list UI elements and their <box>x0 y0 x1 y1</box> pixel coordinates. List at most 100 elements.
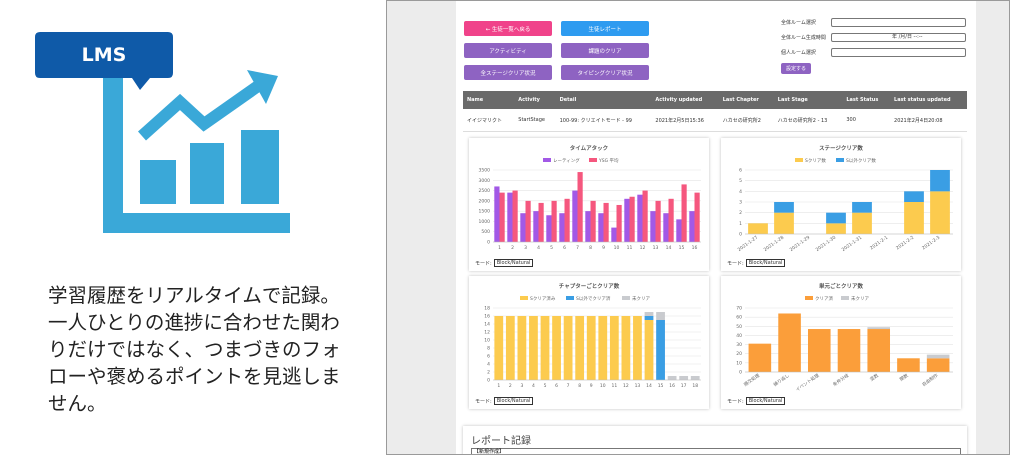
mode-dropdown[interactable]: Block/Natural <box>745 259 786 267</box>
y-tick-label: 0 <box>739 370 742 376</box>
bar <box>676 219 682 242</box>
y-tick-label: 500 <box>481 229 490 235</box>
table-cell: 2021年2月5日15:36 <box>651 109 719 132</box>
bar <box>533 211 539 242</box>
table-cell: ハカセの研究所2 <box>718 109 774 132</box>
mode-dropdown[interactable]: Block/Natural <box>493 397 534 405</box>
y-tick-label: 18 <box>484 306 490 312</box>
y-tick-label: 0 <box>487 240 490 246</box>
icon-bar <box>140 160 176 204</box>
bar <box>603 202 609 242</box>
x-tick-label: 4 <box>537 245 540 251</box>
form-input[interactable]: 年 /月/日 --:-- <box>831 33 966 42</box>
bar-segment <box>926 354 950 359</box>
nav-button[interactable]: アクティビティ <box>464 43 552 58</box>
badge-text: LMS <box>82 44 127 66</box>
bar <box>577 172 583 242</box>
bar <box>629 196 635 242</box>
x-tick-label: 自由制作 <box>921 372 940 388</box>
table-row: イイジマリクト StartStage 100-99: クリエイトモード - 99 20… <box>463 109 967 132</box>
table-cell: イイジマリクト <box>463 109 515 132</box>
form-input[interactable] <box>831 48 966 57</box>
x-tick-label: 2021-1-28 <box>763 235 786 253</box>
bar <box>616 204 622 242</box>
y-tick-label: 10 <box>484 338 490 344</box>
x-tick-label: 16 <box>692 245 698 251</box>
mode-label: モード: <box>727 260 744 267</box>
nav-button[interactable]: 生徒レポート <box>561 21 649 36</box>
chart-card: チャプターごとクリア数 Sクリア済み S以外でクリア済 未クリア 0 2 4 6 8 10 12 14… <box>469 276 709 409</box>
legend-swatch <box>589 158 597 162</box>
bar <box>598 213 604 242</box>
form-input[interactable] <box>831 18 966 27</box>
table-header: Name <box>463 91 515 109</box>
axis-horizontal <box>103 213 290 233</box>
bar <box>499 192 505 242</box>
y-tick-label: 6 <box>487 354 490 360</box>
screenshot: ← 生徒一覧へ戻る 生徒レポート アクティビティ 課題のクリア 全ステージクリア状況 タイ… <box>386 0 1010 455</box>
y-tick-label: 2000 <box>479 198 491 204</box>
table-cell: StartStage <box>514 109 556 132</box>
y-tick-label: 3000 <box>479 178 491 184</box>
mode-select: モード: Block/Natural <box>727 397 786 405</box>
form-label: 全体ルーム生成時間 <box>781 35 826 41</box>
y-tick-label: 14 <box>484 322 490 328</box>
y-tick-label: 0 <box>739 232 742 238</box>
x-tick-label: 8 <box>589 245 592 251</box>
x-tick-label: 13 <box>653 245 659 251</box>
bar <box>694 192 700 242</box>
nav-button[interactable]: ← 生徒一覧へ戻る <box>464 21 552 36</box>
bar-segment <box>621 316 631 380</box>
legend-label: S以外クリア数 <box>846 157 876 164</box>
bar-segment <box>517 316 527 380</box>
bar-segment <box>904 191 924 202</box>
bar <box>611 227 617 242</box>
y-tick-label: 12 <box>484 330 490 336</box>
x-tick-label: 12 <box>640 245 646 251</box>
x-tick-label: 17 <box>681 383 687 389</box>
mode-dropdown[interactable]: Block/Natural <box>493 259 534 267</box>
table-header: Last Chapter <box>718 91 774 109</box>
legend-swatch <box>543 158 551 162</box>
mode-label: モード: <box>475 260 492 267</box>
bar-segment <box>667 376 677 380</box>
mode-dropdown[interactable]: Block/Natural <box>745 397 786 405</box>
bar <box>525 200 531 242</box>
legend-label: Sクリア済み <box>530 295 556 302</box>
y-tick-label: 3500 <box>479 168 491 174</box>
legend-label: クリア済 <box>815 295 833 302</box>
nav-button[interactable]: 課題のクリア <box>561 43 649 58</box>
x-tick-label: 16 <box>669 383 675 389</box>
bar-segment <box>807 329 831 372</box>
submit-button[interactable]: 設定する <box>781 63 812 74</box>
bar <box>538 202 544 242</box>
legend-swatch <box>836 158 844 162</box>
legend-swatch <box>805 296 813 300</box>
x-tick-label: 11 <box>627 245 633 251</box>
mode-label: モード: <box>475 398 492 405</box>
table-cell: 300 <box>842 109 891 132</box>
y-tick-label: 8 <box>487 346 490 352</box>
report-select[interactable]: 【新規作成】 <box>471 448 961 454</box>
x-tick-label: 6 <box>555 383 558 389</box>
chart-title: 単元ごとクリア数 <box>819 282 864 290</box>
nav-button[interactable]: タイピングクリア状況 <box>561 65 649 80</box>
bar-segment <box>930 170 950 192</box>
legend-swatch <box>622 296 630 300</box>
bar-segment <box>748 223 768 234</box>
nav-button[interactable]: 全ステージクリア状況 <box>464 65 552 80</box>
table-cell: ハカセの研究所2 - 13 <box>773 109 843 132</box>
x-tick-label: 順次処理 <box>742 372 761 388</box>
bar-segment <box>563 316 573 380</box>
bar-segment <box>656 320 665 380</box>
bar-segment <box>926 358 950 372</box>
x-tick-label: 関数 <box>898 372 910 383</box>
legend-swatch <box>795 158 803 162</box>
table-header-row: Name Activity Detail Activity updated Last C… <box>463 91 967 109</box>
bar <box>572 190 578 242</box>
bar-segment <box>826 223 846 234</box>
bar-segment <box>586 316 596 380</box>
x-tick-label: 12 <box>623 383 629 389</box>
chart-card: タイムアタック レーティング YSG 平均 0 500 1000 1500 2000 2500 3… <box>469 138 709 271</box>
